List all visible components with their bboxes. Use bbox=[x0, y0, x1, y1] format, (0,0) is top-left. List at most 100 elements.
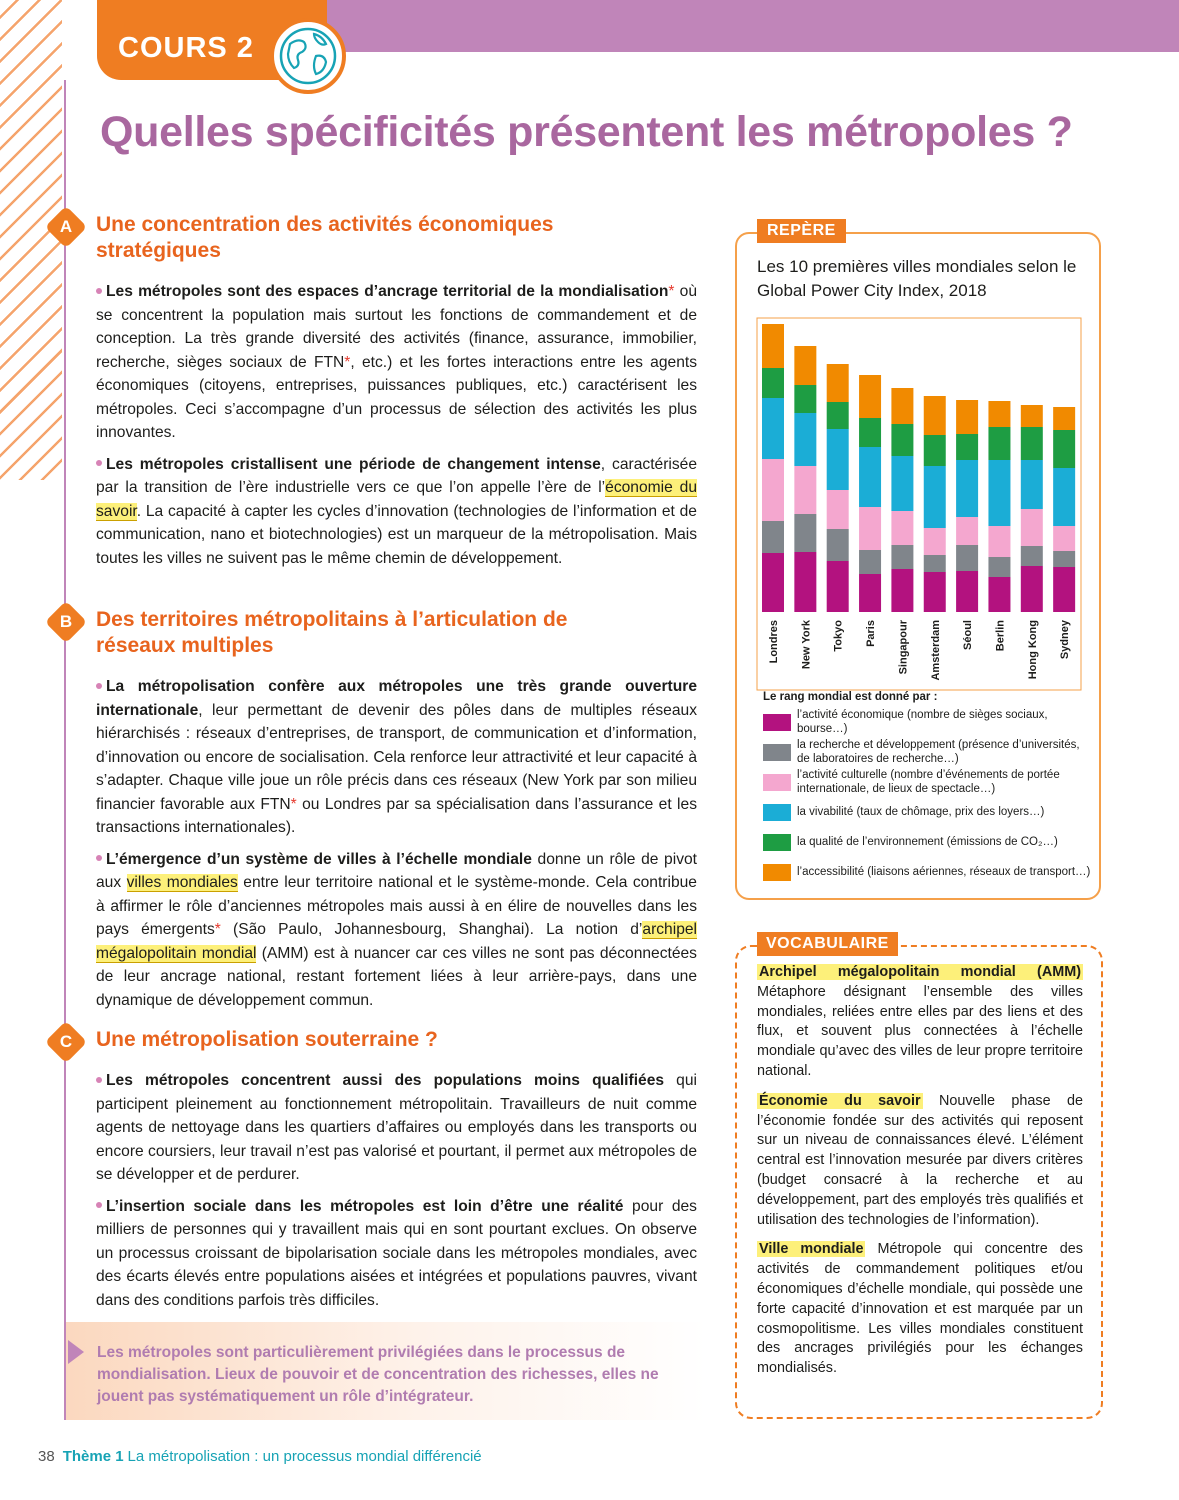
legend-label: la recherche et développement (présence … bbox=[797, 739, 1080, 765]
legend-title: Le rang mondial est donné par : bbox=[763, 691, 938, 703]
chart: Londres New York Tokyo Paris Singapour Amster… bbox=[756, 317, 1082, 691]
bar-segment bbox=[988, 557, 1011, 577]
section: B Des territoires métropolitains à l’arti… bbox=[44, 600, 697, 1020]
bar-segment bbox=[826, 402, 849, 429]
section-heading: Une concentration des activités économiq… bbox=[96, 213, 554, 262]
course-tab-label: COURS 2 bbox=[118, 32, 254, 64]
vocabulary-definition: Métaphore désignant l’ensemble des ville… bbox=[757, 983, 1083, 1079]
summary-arrow bbox=[68, 1340, 84, 1364]
bar-segment bbox=[988, 577, 1011, 612]
bar-segment bbox=[956, 434, 979, 460]
bar-segment bbox=[794, 385, 817, 413]
vocabulary-term: Archipel mégalopolitain mondial (AMM) bbox=[757, 964, 1083, 980]
footer-title: La métropolisation : un processus mondia… bbox=[127, 1448, 482, 1465]
paragraph: L’insertion sociale dans les métropoles … bbox=[96, 1195, 697, 1313]
legend-item: l’activité culturelle (nombre d’événemen… bbox=[763, 768, 1093, 796]
bar-segment bbox=[1020, 405, 1043, 427]
bar-segment bbox=[923, 435, 946, 466]
x-tick-label: New York bbox=[800, 619, 812, 669]
legend-label: l’activité économique (nombre de sièges … bbox=[797, 709, 1048, 735]
margin-line bbox=[64, 80, 66, 1420]
x-tick-label: Hong Kong bbox=[1027, 620, 1039, 679]
asterisk: * bbox=[290, 795, 297, 813]
bar-segment bbox=[956, 460, 979, 517]
summary-text: Les métropoles sont particulièrement pri… bbox=[97, 1344, 659, 1405]
bar-segment bbox=[1053, 551, 1076, 567]
bar-segment bbox=[794, 413, 817, 466]
highlighted-term: villes mondiales bbox=[126, 874, 238, 892]
bar-segment bbox=[1053, 468, 1076, 526]
legend-swatch bbox=[763, 743, 791, 761]
bar-segment bbox=[923, 396, 946, 435]
bar-segment bbox=[826, 490, 849, 529]
section: A Une concentration des activités économi… bbox=[44, 205, 697, 578]
bar-segment bbox=[891, 545, 914, 569]
globe-ring bbox=[270, 18, 346, 94]
globe-icon bbox=[270, 18, 346, 94]
vocabulary-entry: Archipel mégalopolitain mondial (AMM) Mé… bbox=[757, 963, 1083, 1082]
bar-segment bbox=[1053, 430, 1076, 468]
globe-continents bbox=[286, 32, 328, 76]
bar-segment bbox=[1020, 460, 1043, 509]
bar-segment bbox=[923, 528, 946, 555]
legend-item: la vivabilité (taux de chômage, prix des… bbox=[763, 798, 1093, 826]
bar-segment bbox=[794, 552, 817, 612]
text: entre leur territoire national et le sys… bbox=[96, 874, 697, 938]
bar-segment bbox=[826, 529, 849, 561]
page-title: Quelles spécificités présentent les métr… bbox=[100, 108, 1073, 156]
legend: Le rang mondial est donné par : l’activi… bbox=[763, 690, 1093, 888]
bold-text: Les métropoles sont des espaces d’ancrag… bbox=[106, 283, 669, 300]
summary-box bbox=[66, 1322, 706, 1420]
top-band bbox=[300, 0, 1179, 52]
paragraph: L’émergence d’un système de villes à l’é… bbox=[96, 848, 697, 1013]
section: C Une métropolisation souterraine ? Les mé… bbox=[44, 1020, 697, 1320]
asterisk: * bbox=[668, 283, 675, 300]
bar-segment bbox=[859, 447, 882, 507]
bar-segment bbox=[1020, 509, 1043, 546]
asterisk: * bbox=[214, 921, 221, 938]
bar-segment bbox=[762, 459, 784, 521]
bar-segment bbox=[1020, 546, 1043, 566]
page-number: 38 bbox=[38, 1448, 55, 1465]
text: , leur permettant de devenir des pôles d… bbox=[96, 701, 697, 813]
bar-segment bbox=[891, 456, 914, 511]
bar-segment bbox=[762, 553, 784, 612]
bar-segment bbox=[794, 346, 817, 385]
bar-segment bbox=[956, 571, 979, 612]
paragraph: Les métropoles cristallisent une période… bbox=[96, 453, 697, 571]
section-letter: B bbox=[59, 612, 73, 631]
text: pour des milliers de personnes qui y tra… bbox=[96, 1197, 697, 1309]
paragraph: Les métropoles sont des espaces d’ancrag… bbox=[96, 280, 697, 445]
x-tick-label: Berlin bbox=[994, 620, 1006, 651]
legend-swatch bbox=[763, 713, 791, 731]
legend-swatch bbox=[763, 833, 791, 851]
bold-text: Les métropoles cristallisent une période… bbox=[106, 455, 601, 473]
repere-label: REPÈRE bbox=[757, 219, 846, 243]
footer: 38 Thème 1 La métropolisation : un process… bbox=[38, 1448, 482, 1465]
repere-box bbox=[735, 232, 1101, 900]
bar-segment bbox=[891, 569, 914, 612]
bar-segment bbox=[988, 427, 1011, 460]
legend-swatch bbox=[763, 863, 791, 881]
x-tick-label: Singapour bbox=[897, 619, 909, 674]
section-heading: Une métropolisation souterraine ? bbox=[96, 1028, 438, 1051]
x-tick-label: Paris bbox=[865, 620, 877, 647]
x-tick-label: Tokyo bbox=[833, 620, 845, 652]
x-tick-label: Sydney bbox=[1059, 619, 1071, 659]
section-heading: Des territoires métropolitains à l’artic… bbox=[96, 608, 568, 657]
bar-segment bbox=[923, 466, 946, 528]
bar-segment bbox=[859, 550, 882, 574]
bar-segment bbox=[1020, 566, 1043, 612]
footer-theme: Thème 1 bbox=[62, 1448, 124, 1465]
x-tick-label: Londres bbox=[768, 620, 780, 663]
bar-segment bbox=[762, 521, 784, 553]
bold-text: La métropolisation confère aux métropole… bbox=[96, 678, 697, 719]
legend-swatch bbox=[763, 803, 791, 821]
globe-outline bbox=[279, 27, 337, 85]
bar-segment bbox=[762, 324, 784, 368]
legend-item: la recherche et développement (présence … bbox=[763, 738, 1093, 766]
bar-segment bbox=[826, 364, 849, 402]
x-tick-label: Séoul bbox=[962, 620, 974, 650]
paragraph: La métropolisation confère aux métropole… bbox=[96, 675, 697, 840]
